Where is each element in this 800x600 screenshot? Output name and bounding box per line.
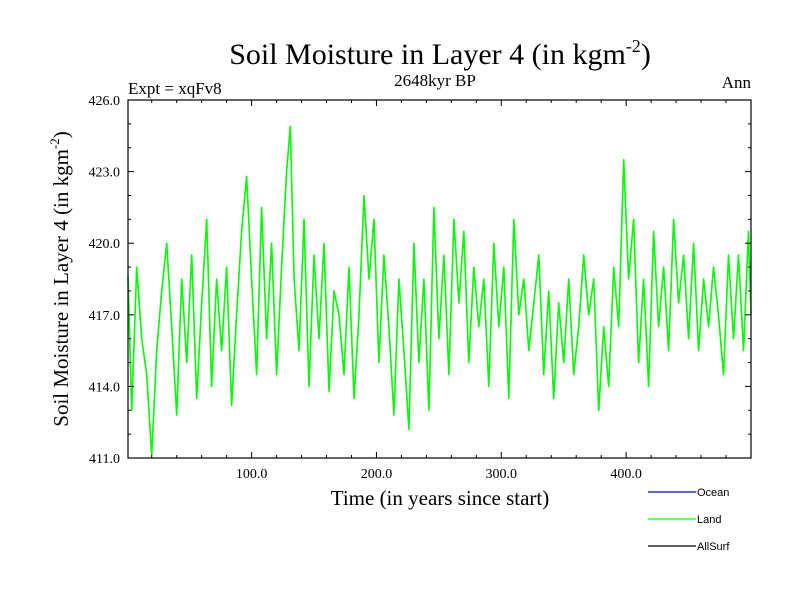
chart-title: Soil Moisture in Layer 4 (in kgm-2) (229, 36, 651, 71)
y-tick-label: 417.0 (89, 309, 121, 324)
axes-group: 411.0 414.0 417.0 420.0 423.0 426.0 100.0 200.0… (89, 94, 751, 482)
experiment-label: Expt = xqFv8 (128, 79, 222, 98)
y-tick-label: 411.0 (89, 452, 120, 467)
y-tick-label: 426.0 (89, 94, 121, 109)
x-tick-label: 400.0 (610, 467, 642, 482)
series-line-land (127, 125, 752, 457)
season-label: Ann (722, 73, 752, 92)
legend-label-ocean: Ocean (697, 487, 729, 499)
x-tick-label: 100.0 (236, 467, 268, 482)
legend-label-land: Land (697, 514, 721, 526)
legend-label-allsurf: AllSurf (697, 541, 730, 553)
x-axis-label: Time (in years since start) (331, 486, 550, 510)
y-axis-label: Soil Moisture in Layer 4 (in kgm-2) (47, 131, 73, 426)
x-tick-label: 200.0 (361, 467, 393, 482)
y-tick-label: 420.0 (89, 237, 121, 252)
period-label: 2648kyr BP (394, 71, 476, 90)
series-group (127, 125, 752, 457)
y-tick-label: 423.0 (89, 166, 121, 181)
plot-frame (127, 99, 752, 459)
y-tick-label: 414.0 (89, 380, 121, 395)
legend: Ocean Land AllSurf (648, 487, 730, 553)
x-tick-label: 300.0 (486, 467, 518, 482)
